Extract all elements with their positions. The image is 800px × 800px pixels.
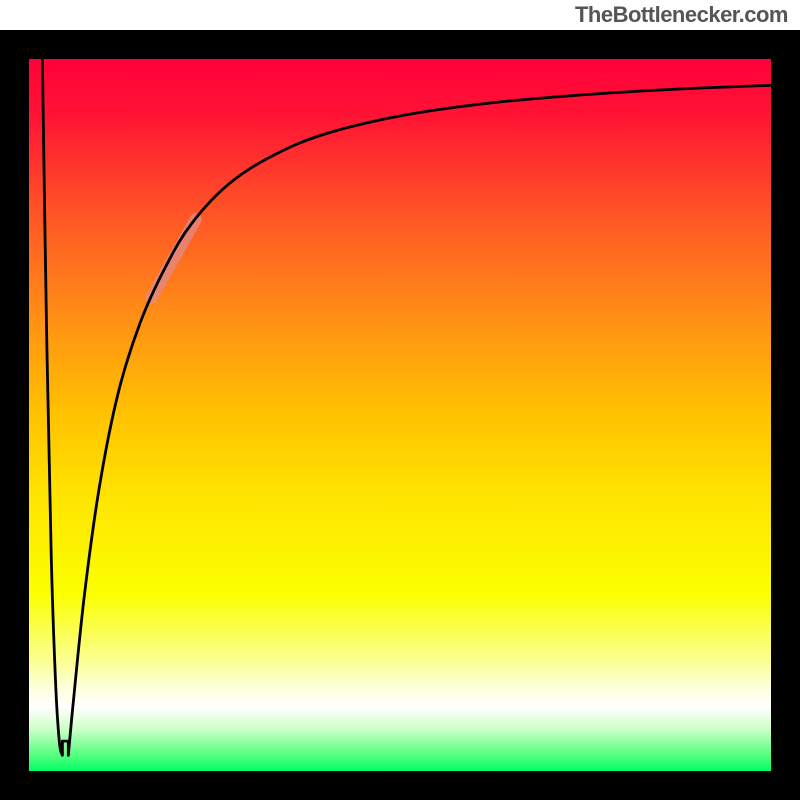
plot-inner [29, 59, 771, 771]
chart-svg [29, 59, 771, 771]
watermark-text: TheBottlenecker.com [575, 2, 788, 28]
gradient-rect [29, 59, 771, 771]
plot-outer-frame [0, 30, 800, 800]
